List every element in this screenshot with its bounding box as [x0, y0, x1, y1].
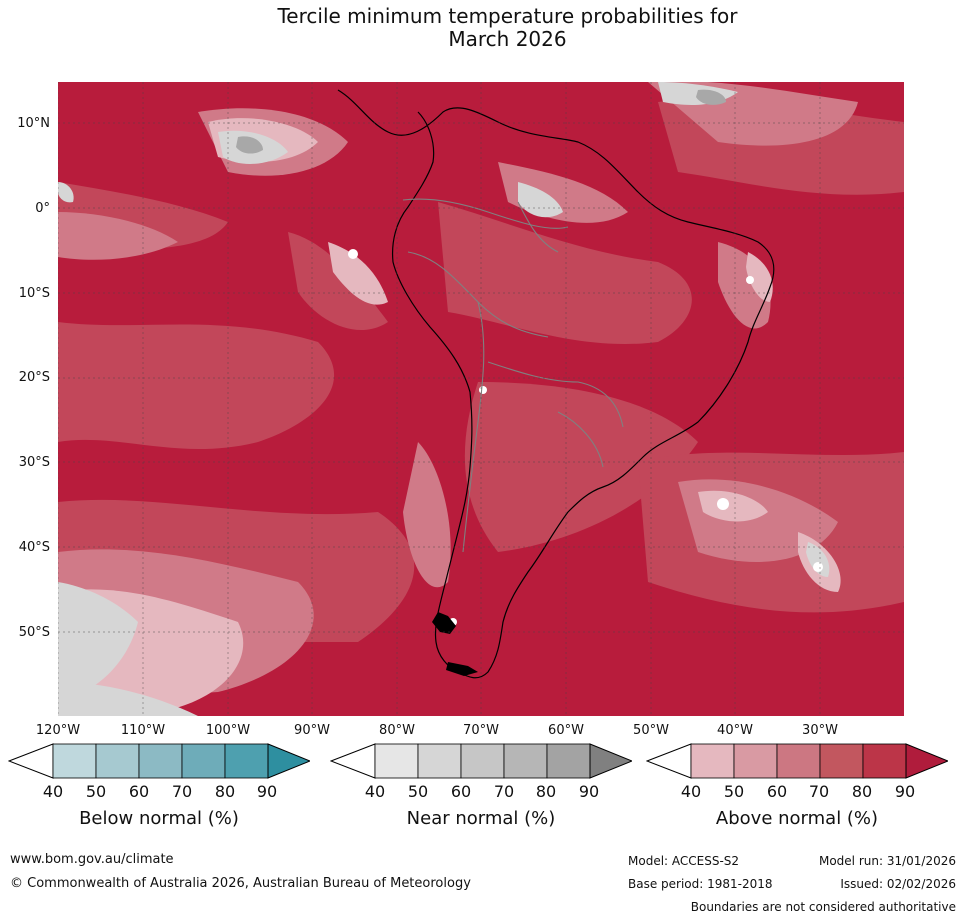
lon-label-60w: 60°W: [548, 723, 584, 738]
colorbar-segment: [460, 743, 505, 779]
cb2-tick: 50: [723, 782, 745, 801]
colorbar-above-normal: [646, 743, 948, 779]
lon-label-100w: 100°W: [205, 723, 251, 738]
lon-label-40w: 40°W: [717, 723, 753, 738]
lon-label-110w: 110°W: [120, 723, 166, 738]
near-normal-areas: [58, 82, 830, 716]
lat-label-0: 0°: [35, 201, 50, 216]
colorbar-label-below: Below normal (%): [79, 808, 239, 829]
cb2-tick: 40: [680, 782, 702, 801]
footer-model-run: Model run: 31/01/2026: [818, 854, 956, 868]
colorbar-segment: [776, 743, 821, 779]
lat-label-50s: 50°S: [18, 625, 50, 640]
low-probability-spots: [348, 249, 823, 626]
map-canvas: [58, 82, 904, 716]
lat-label-30s: 30°S: [18, 455, 50, 470]
colorbar-label-near: Near normal (%): [406, 808, 556, 829]
coastline: [337, 89, 775, 679]
footer-disclaimer: Boundaries are not considered authoritat…: [690, 900, 956, 914]
title-line-2: March 2026: [448, 27, 567, 51]
colorbar-segment: [417, 743, 462, 779]
cb2-tick: 90: [894, 782, 916, 801]
lon-label-70w: 70°W: [463, 723, 499, 738]
near-normal-dark-areas: [236, 89, 726, 154]
footer-model: Model: ACCESS-S2: [628, 854, 740, 868]
footer-base-period: Base period: 1981-2018: [628, 877, 773, 891]
lat-label-40s: 40°S: [18, 540, 50, 555]
colorbar-extend-high: [905, 743, 948, 779]
probability-map[interactable]: [58, 82, 904, 716]
colorbar-segment: [95, 743, 140, 779]
lon-label-90w: 90°W: [294, 723, 330, 738]
colorbar-below-normal: [8, 743, 310, 779]
colorbar-segment: [819, 743, 864, 779]
colorbar-segment: [181, 743, 226, 779]
cb0-tick: 60: [128, 782, 150, 801]
cb1-tick: 60: [450, 782, 472, 801]
colorbar-segment: [52, 743, 97, 779]
footer-copyright: © Commonwealth of Australia 2026, Austra…: [10, 876, 471, 891]
cb2-tick: 70: [808, 782, 830, 801]
cb0-tick: 50: [85, 782, 107, 801]
colorbar-segment: [374, 743, 419, 779]
footer-issued: Issued: 02/02/2026: [840, 877, 956, 891]
lon-label-80w: 80°W: [379, 723, 415, 738]
cb1-tick: 90: [578, 782, 600, 801]
lat-label-10n: 10°N: [17, 116, 50, 131]
colorbar-label-above: Above normal (%): [715, 808, 879, 829]
colorbar-near-normal: [330, 743, 632, 779]
country-borders: [402, 198, 624, 553]
tierra-del-fuego: [432, 612, 478, 676]
map-title: Tercile minimum temperature probabilitie…: [0, 5, 965, 51]
colorbar-segment: [138, 743, 183, 779]
cb1-tick: 70: [493, 782, 515, 801]
colorbar-segment: [862, 743, 907, 779]
lon-label-120w: 120°W: [35, 723, 81, 738]
colorbar-extend-high: [267, 743, 310, 779]
lon-label-50w: 50°W: [633, 723, 669, 738]
cb1-tick: 50: [407, 782, 429, 801]
cb1-tick: 80: [535, 782, 557, 801]
colorbar-segment: [546, 743, 591, 779]
colorbar-extend-low: [330, 743, 376, 779]
cb0-tick: 90: [256, 782, 278, 801]
cb2-tick: 60: [766, 782, 788, 801]
colorbar-segment: [503, 743, 548, 779]
title-line-1: Tercile minimum temperature probabilitie…: [277, 4, 738, 28]
cb1-tick: 40: [364, 782, 386, 801]
colorbar-segment: [224, 743, 269, 779]
colorbar-extend-low: [8, 743, 54, 779]
colorbar-extend-low: [646, 743, 692, 779]
lat-label-20s: 20°S: [18, 370, 50, 385]
footer-url[interactable]: www.bom.gov.au/climate: [10, 852, 174, 867]
cb0-tick: 70: [171, 782, 193, 801]
colorbar-segment: [690, 743, 735, 779]
lon-label-30w: 30°W: [802, 723, 838, 738]
graticule: [58, 82, 904, 716]
cb0-tick: 80: [214, 782, 236, 801]
colorbar-segment: [733, 743, 778, 779]
colorbar-extend-high: [589, 743, 632, 779]
lat-label-10s: 10°S: [18, 286, 50, 301]
cb0-tick: 40: [42, 782, 64, 801]
cb2-tick: 80: [851, 782, 873, 801]
